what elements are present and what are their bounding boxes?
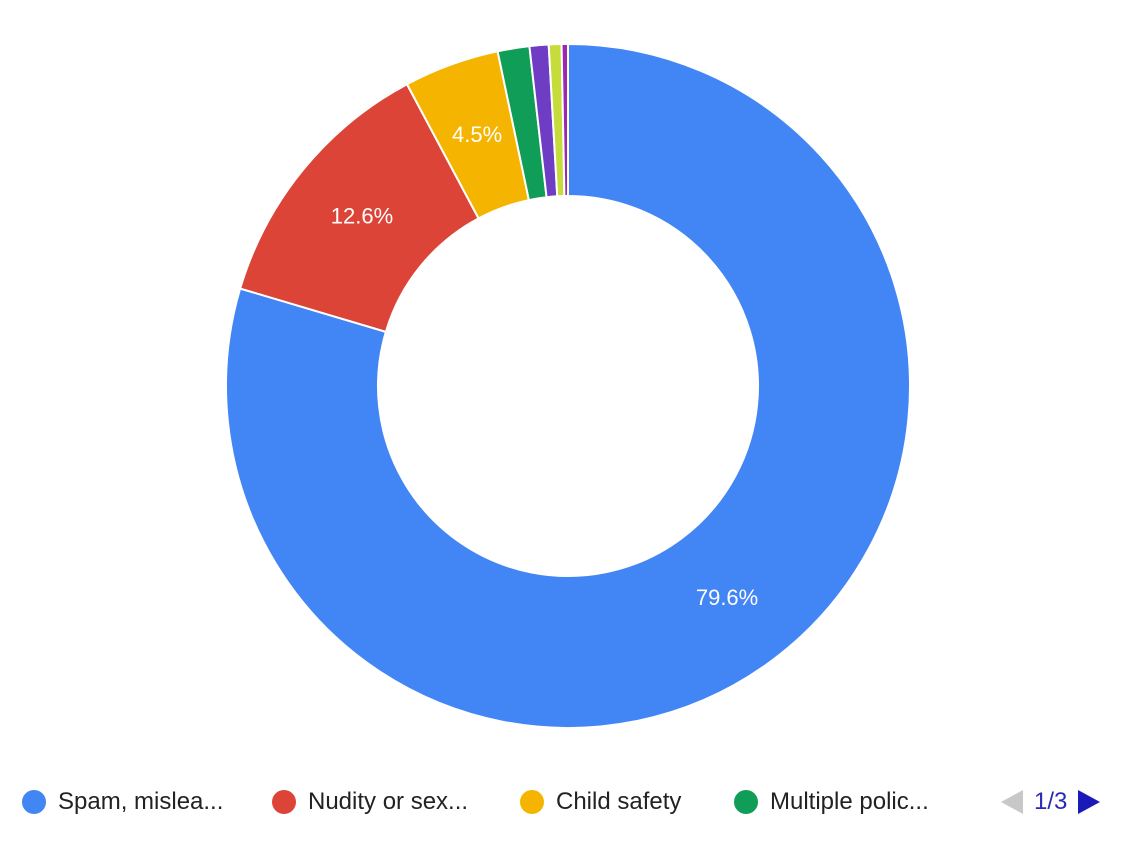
donut-chart-svg: 79.6% 12.6% 4.5% <box>225 42 911 729</box>
legend-item-spam[interactable]: Spam, mislea... <box>22 786 223 818</box>
legend-item-multiple-policies[interactable]: Multiple polic... <box>734 786 929 818</box>
legend-prev-button[interactable] <box>998 788 1026 816</box>
legend: Spam, mislea... Nudity or sex... Child s… <box>0 770 1130 834</box>
legend-item-child-safety[interactable]: Child safety <box>520 786 681 818</box>
donut-slice-0[interactable] <box>225 42 911 729</box>
slice-labels-layer: 79.6% 12.6% 4.5% <box>331 122 758 610</box>
donut-chart: 79.6% 12.6% 4.5% <box>225 42 911 729</box>
triangle-left-icon <box>1001 790 1023 814</box>
slice-label-1: 12.6% <box>331 204 393 229</box>
triangle-right-icon <box>1078 790 1101 814</box>
legend-pager: 1/3 <box>998 786 1103 818</box>
slices-layer <box>225 42 911 729</box>
legend-label-spam: Spam, mislea... <box>58 788 224 815</box>
slice-label-2: 4.5% <box>452 122 502 147</box>
legend-swatch-nudity <box>272 790 296 814</box>
legend-page-indicator: 1/3 <box>1034 788 1068 815</box>
legend-swatch-multiple-policies <box>734 790 758 814</box>
legend-label-nudity: Nudity or sex... <box>308 788 469 815</box>
legend-label-multiple-policies: Multiple polic... <box>770 788 929 815</box>
legend-next-button[interactable] <box>1075 788 1103 816</box>
legend-item-nudity[interactable]: Nudity or sex... <box>272 786 468 818</box>
donut-slice-6[interactable] <box>560 42 569 198</box>
legend-label-child-safety: Child safety <box>556 788 682 815</box>
slice-label-0: 79.6% <box>696 585 758 610</box>
legend-swatch-spam <box>22 790 46 814</box>
legend-swatch-child-safety <box>520 790 544 814</box>
